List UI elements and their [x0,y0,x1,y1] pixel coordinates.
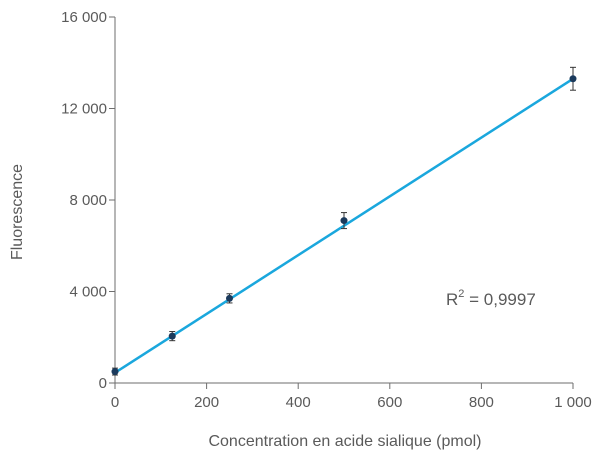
x-tick-label: 600 [377,394,402,411]
y-axis-title: Fluorescence [9,164,26,260]
x-tick-label: 200 [194,394,219,411]
data-point [340,217,348,225]
r-squared-value: = 0,9997 [464,290,535,309]
data-point [569,75,577,83]
r-squared-exponent: 2 [458,288,464,300]
r-squared-annotation: R2 = 0,9997 [446,288,536,309]
x-tick-label: 0 [111,394,119,411]
y-tick-label: 16 000 [61,9,107,26]
x-tick-label: 800 [469,394,494,411]
y-axis: 0 4 000 8 000 12 000 16 000 [61,9,116,392]
y-tick-label: 0 [99,375,107,392]
y-tick-label: 4 000 [69,284,107,301]
data-points [111,66,577,376]
y-tick-label: 8 000 [69,192,107,209]
x-tick-label: 400 [286,394,311,411]
r-squared-base: R [446,290,458,309]
data-point [168,332,176,340]
data-point [226,294,233,302]
x-tick-label: 1 000 [554,394,592,411]
x-axis: 0 200 400 600 800 1 000 [111,382,592,411]
y-tick-label: 12 000 [61,101,107,118]
x-axis-title: Concentration en acide sialique (pmol) [208,433,481,450]
data-point [111,368,119,376]
